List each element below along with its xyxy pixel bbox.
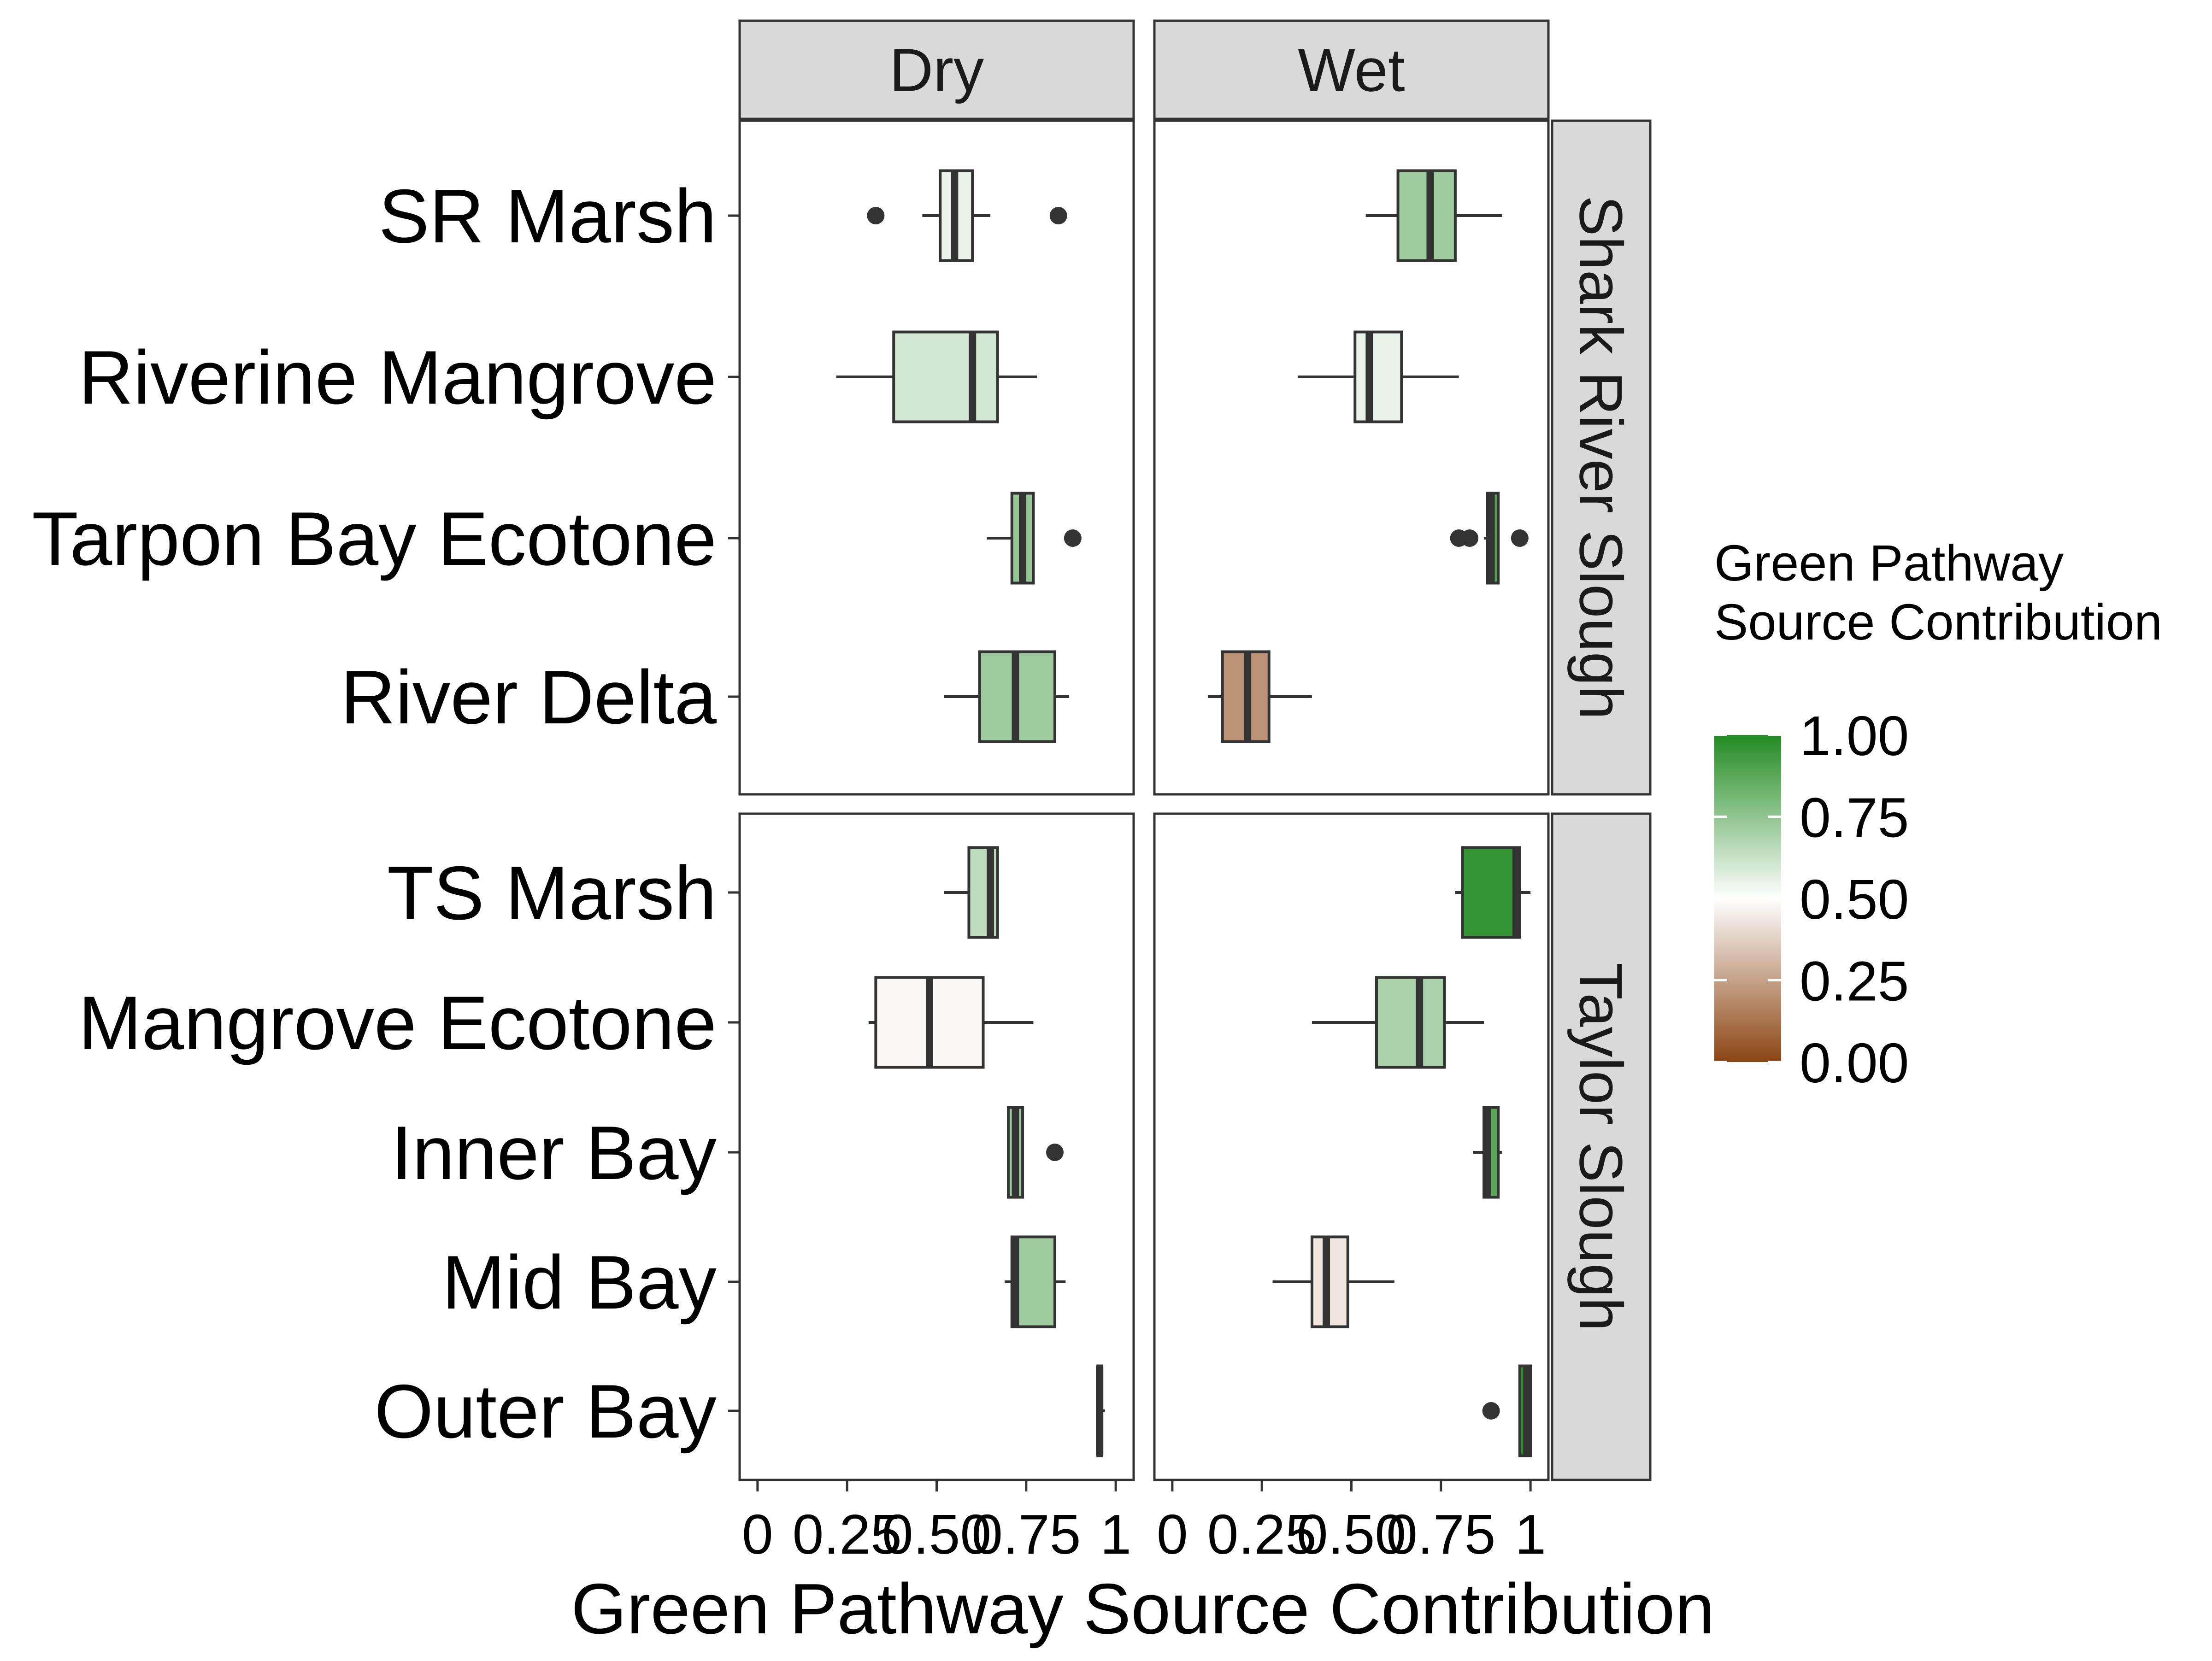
x-tick-label-dry-3: 0.75 [971, 1503, 1081, 1566]
x-tick-label-dry-4: 1 [1100, 1503, 1131, 1566]
x-tick-label-dry-0: 0 [742, 1503, 773, 1566]
strip-taylor-slough [1551, 812, 1652, 1481]
outlier-wet-tarpon-bay-ecotone-2 [1511, 529, 1529, 547]
box-wet-mangrove-ecotone [1312, 976, 1484, 1069]
y-label-river-delta: River Delta [341, 655, 717, 740]
box-rect-wet-mangrove-ecotone [1375, 976, 1446, 1069]
strip-label-shark-river-slough: Shark River Slough [1567, 195, 1635, 719]
panel-dry-shark-river-slough [738, 119, 1135, 796]
box-rect-wet-ts-marsh [1461, 846, 1521, 939]
box-wet-river-delta [1208, 650, 1312, 743]
box-dry-ts-marsh [944, 846, 999, 939]
strip-wet [1153, 19, 1550, 120]
outlier-wet-tarpon-bay-ecotone-1 [1461, 529, 1478, 547]
x-tick-label-wet-2: 0.50 [1297, 1503, 1406, 1566]
box-dry-mid-bay [1005, 1235, 1066, 1328]
outlier-dry-sr-marsh-0 [867, 207, 885, 224]
box-wet-ts-marsh [1455, 846, 1531, 939]
legend-tick-label-2: 0.50 [1800, 868, 1909, 931]
box-wet-inner-bay [1473, 1106, 1502, 1199]
box-dry-inner-bay [1006, 1106, 1064, 1199]
outlier-dry-sr-marsh-1 [1049, 207, 1067, 224]
outlier-dry-tarpon-bay-ecotone-0 [1064, 529, 1082, 547]
legend-tick-label-3: 0.25 [1800, 950, 1909, 1013]
x-tick-label-dry-2: 0.50 [882, 1503, 991, 1566]
legend-tick-label-4: 0.00 [1800, 1032, 1909, 1094]
strip-shark-river-slough [1551, 119, 1652, 796]
plot-layer: Dry Wet Shark River Slough Taylor Slough SR … [32, 19, 1715, 1649]
y-label-inner-bay: Inner Bay [391, 1110, 717, 1195]
y-label-riverine-mangrove: Riverine Mangrove [78, 335, 717, 420]
box-wet-mid-bay [1272, 1235, 1394, 1328]
legend-title-line-2: Source Contribution [1714, 594, 2162, 651]
x-tick-label-dry-1: 0.25 [792, 1503, 901, 1566]
box-wet-riverine-mangrove [1297, 330, 1459, 423]
box-dry-outer-bay [1096, 1364, 1105, 1457]
y-label-mid-bay: Mid Bay [442, 1240, 717, 1325]
y-label-tarpon-bay-ecotone: Tarpon Bay Ecotone [32, 496, 717, 581]
strip-dry [738, 19, 1135, 120]
legend-title-line-1: Green Pathway [1714, 535, 2064, 592]
x-tick-label-wet-1: 0.25 [1207, 1503, 1316, 1566]
box-wet-sr-marsh [1365, 169, 1502, 262]
x-tick-label-wet-4: 1 [1515, 1503, 1546, 1566]
outlier-dry-inner-bay-0 [1046, 1144, 1064, 1161]
x-axis-title: Green Pathway Source Contribution [571, 1569, 1714, 1649]
strip-label-wet: Wet [1298, 36, 1405, 104]
box-rect-wet-riverine-mangrove [1353, 330, 1403, 423]
box-dry-river-delta [944, 650, 1070, 743]
box-dry-tarpon-bay-ecotone [987, 492, 1082, 585]
y-label-outer-bay: Outer Bay [374, 1369, 717, 1454]
legend-tick-label-0: 1.00 [1800, 704, 1909, 767]
strip-label-dry: Dry [889, 36, 984, 104]
y-label-mangrove-ecotone: Mangrove Ecotone [78, 980, 717, 1065]
box-wet-tarpon-bay-ecotone [1450, 492, 1529, 585]
box-rect-dry-riverine-mangrove [892, 330, 999, 423]
panel-dry-taylor-slough [738, 812, 1135, 1481]
box-dry-mangrove-ecotone [868, 976, 1034, 1069]
x-tick-label-wet-0: 0 [1157, 1503, 1188, 1566]
strip-label-taylor-slough: Taylor Slough [1567, 963, 1635, 1331]
panel-wet-shark-river-slough [1153, 119, 1550, 796]
y-label-sr-marsh: SR Marsh [379, 174, 717, 258]
box-dry-riverine-mangrove [836, 330, 1037, 423]
legend-tick-label-1: 0.75 [1800, 786, 1909, 849]
outlier-wet-outer-bay-0 [1482, 1402, 1500, 1420]
box-wet-outer-bay [1482, 1364, 1532, 1457]
y-label-ts-marsh: TS Marsh [387, 851, 717, 935]
box-dry-sr-marsh [867, 169, 1067, 262]
x-tick-label-wet-3: 0.75 [1386, 1503, 1495, 1566]
